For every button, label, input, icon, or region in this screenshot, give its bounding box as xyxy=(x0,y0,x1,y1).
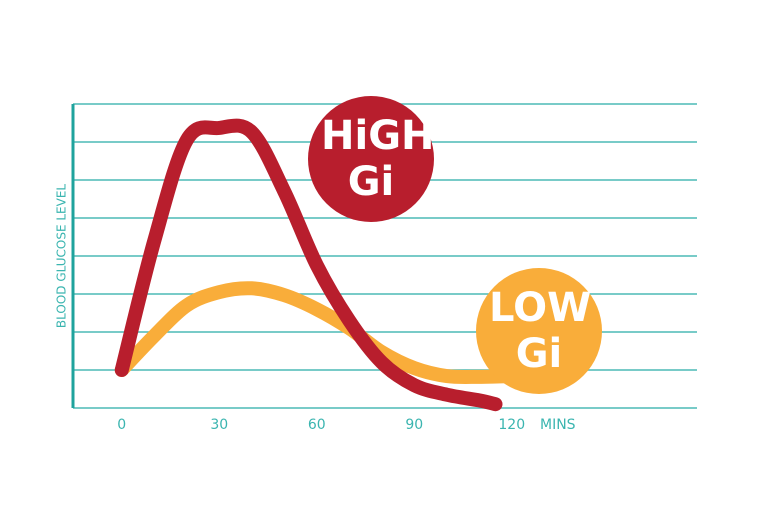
legend-label: HiGH Gi xyxy=(321,113,435,205)
x-axis-label: MINS xyxy=(540,417,576,433)
line-series xyxy=(114,118,503,412)
x-tick-label: 120 xyxy=(498,417,525,433)
x-tick-label: 30 xyxy=(210,417,228,433)
x-tick-label: 0 xyxy=(117,417,126,433)
x-tick-label: 90 xyxy=(405,417,423,433)
legend-label: LOW Gi xyxy=(489,285,592,377)
y-axis-label: BLOOD GLUCOSE LEVEL xyxy=(55,184,69,329)
legend-bubble: HiGH Gi xyxy=(308,96,435,222)
x-tick-label: 60 xyxy=(308,417,326,433)
legend-bubble: LOW Gi xyxy=(476,268,602,394)
line-series xyxy=(114,281,519,385)
